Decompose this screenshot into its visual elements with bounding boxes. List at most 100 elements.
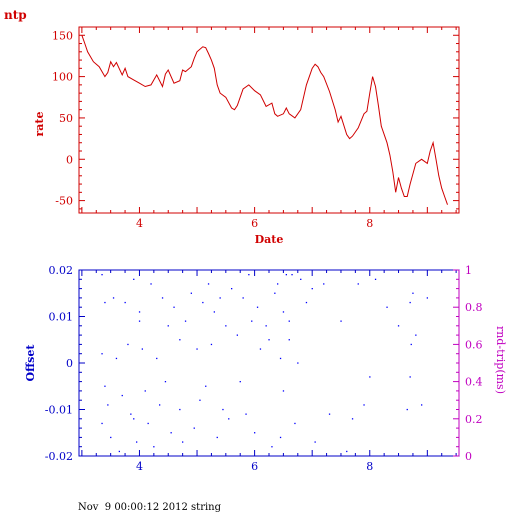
offset-point (107, 404, 109, 406)
offset-point (288, 320, 290, 322)
rate-y-axis-label: rate (33, 111, 46, 136)
offset-point (374, 278, 377, 280)
offset-point (219, 297, 221, 299)
offset-point (193, 427, 195, 429)
offset-point (412, 292, 414, 294)
offset-point (328, 413, 331, 415)
rate-y-tick-label: 150 (52, 29, 73, 42)
offset-plot-frame (78, 269, 460, 457)
offset-point (239, 381, 241, 383)
offset-point (182, 441, 184, 443)
offset-y-axis-label: Offset (24, 344, 37, 382)
rnd-trip-tick-label: 1 (465, 264, 472, 277)
offset-point (397, 325, 400, 327)
offset-axis-ticks (79, 269, 459, 457)
offset-point (161, 297, 164, 299)
offset-point (415, 334, 417, 336)
offset-point (133, 278, 135, 280)
rate-x-tick-label: 8 (366, 217, 373, 230)
offset-point (141, 348, 143, 350)
offset-point (216, 436, 218, 439)
offset-point (265, 325, 267, 327)
offset-point (179, 339, 181, 341)
rnd-trip-tick-label: 0.8 (465, 301, 483, 314)
offset-point (291, 274, 293, 276)
rate-x-tick-label: 6 (251, 217, 258, 230)
offset-point (104, 385, 106, 387)
offset-point (406, 408, 408, 411)
offset-point (179, 408, 181, 411)
offset-x-tick-label: 8 (366, 460, 373, 473)
offset-x-tick-label: 4 (136, 460, 143, 473)
rate-chart: 150 100 50 0 -50 4 6 8 rate Date (33, 26, 460, 246)
offset-point (205, 385, 207, 387)
rate-x-tick-label: 4 (136, 217, 143, 230)
offset-point (254, 432, 256, 434)
offset-point (222, 408, 224, 411)
offset-point (386, 306, 388, 308)
offset-y-tick-label: 0 (66, 357, 73, 370)
offset-point (279, 436, 282, 439)
offset-y-tick-label: 0.02 (49, 264, 74, 277)
offset-point (110, 436, 112, 439)
offset-point (153, 446, 155, 448)
offset-point (426, 297, 428, 299)
rate-x-tick-labels: 4 6 8 (136, 217, 373, 230)
offset-point (297, 362, 299, 364)
rate-y-tick-label: 50 (59, 112, 73, 125)
offset-point (277, 283, 279, 285)
rate-x-axis-label: Date (255, 233, 284, 246)
offset-point (251, 320, 253, 322)
offset-point (133, 418, 135, 420)
offset-point (101, 353, 103, 355)
rnd-trip-tick-label: 0 (465, 450, 472, 463)
corner-label: ntp (4, 8, 27, 22)
offset-point (138, 311, 141, 313)
offset-point (363, 404, 365, 406)
offset-point (248, 274, 250, 276)
offset-x-tick-label: 6 (251, 460, 258, 473)
offset-point (314, 441, 316, 443)
offset-point (409, 376, 411, 378)
offset-chart: 0.02 0.01 0 -0.01 -0.02 1 0.8 0.6 0.4 0.2 0 4 6 8 O… (24, 264, 507, 473)
offset-point (130, 413, 132, 415)
offset-point (138, 320, 141, 322)
offset-point (346, 450, 348, 453)
offset-point (311, 288, 313, 290)
rate-plot-frame (78, 26, 460, 214)
offset-x-tick-labels: 4 6 8 (136, 460, 373, 473)
rate-y-tick-labels: 150 100 50 0 -50 (52, 29, 73, 207)
offset-point (112, 297, 115, 299)
offset-point (225, 325, 227, 327)
offset-point (136, 441, 138, 443)
offset-point (101, 422, 103, 425)
rnd-trip-tick-label: 0.4 (465, 376, 483, 389)
offset-point (124, 301, 126, 304)
offset-point (170, 432, 172, 434)
rate-y-tick-label: 0 (66, 153, 73, 166)
offset-point (156, 357, 158, 360)
offset-point (282, 390, 285, 392)
offset-point (147, 422, 149, 425)
offset-point (340, 320, 342, 322)
offset-point (351, 418, 354, 420)
offset-point (196, 348, 198, 350)
offset-point (369, 376, 371, 378)
offset-point (127, 343, 129, 346)
offset-point (305, 301, 308, 304)
offset-point (409, 301, 411, 304)
offset-point (300, 278, 302, 280)
offset-point (274, 292, 276, 294)
offset-point (294, 422, 296, 425)
offset-point (236, 334, 238, 336)
offset-point (184, 320, 187, 322)
rate-axis-ticks (79, 27, 459, 213)
offset-point (167, 325, 169, 327)
offset-point (282, 311, 285, 313)
offset-point (421, 404, 423, 406)
offset-point (199, 399, 201, 401)
offset-point (202, 301, 204, 304)
offset-point (115, 357, 118, 360)
